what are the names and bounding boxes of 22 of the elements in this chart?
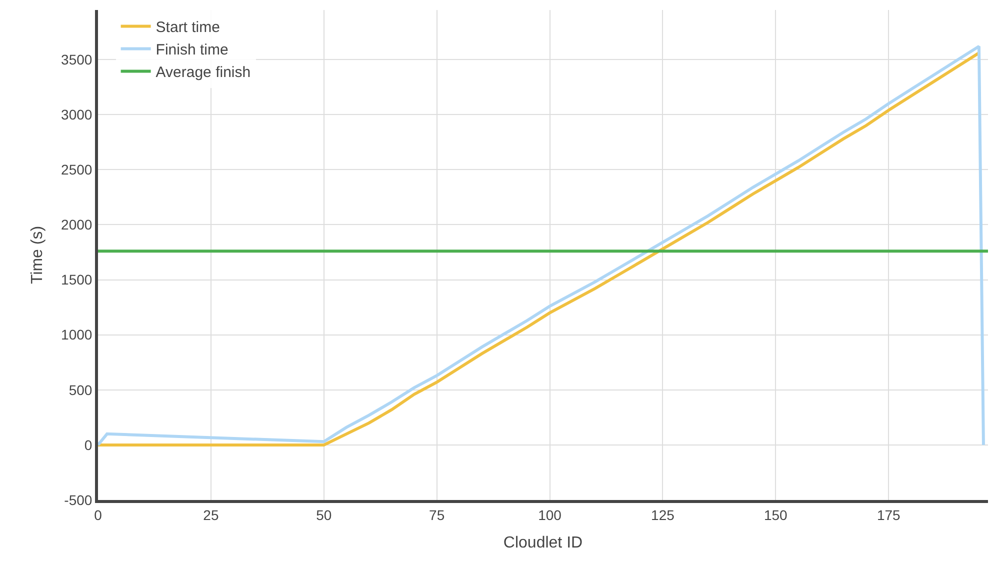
y-tick-label: 500: [68, 382, 92, 398]
y-tick-label: -500: [64, 492, 92, 508]
x-tick-label: 100: [538, 506, 562, 523]
y-tick-label: 1000: [61, 326, 92, 343]
legend-label: Average finish: [156, 64, 251, 82]
x-tick-label: 175: [876, 506, 901, 523]
y-axis-title: Time (s): [28, 226, 46, 284]
x-tick-label: 150: [764, 506, 788, 523]
x-tick-label: 125: [651, 506, 675, 523]
y-tick-label: 2500: [61, 162, 92, 178]
x-tick-label: 75: [429, 506, 445, 523]
y-tick-label: 0: [84, 436, 92, 453]
y-tick-label: 2000: [61, 216, 92, 233]
y-tick-label: 3500: [61, 51, 92, 68]
x-tick-label: 0: [94, 506, 102, 523]
y-tick-label: 3000: [61, 106, 92, 123]
legend-label: Start time: [156, 19, 220, 36]
legend-label: Finish time: [156, 42, 228, 59]
x-tick-label: 25: [203, 506, 219, 523]
y-tick-label: 1500: [61, 272, 92, 288]
x-tick-label: 50: [316, 506, 332, 523]
x-axis-title: Cloudlet ID: [503, 534, 583, 552]
